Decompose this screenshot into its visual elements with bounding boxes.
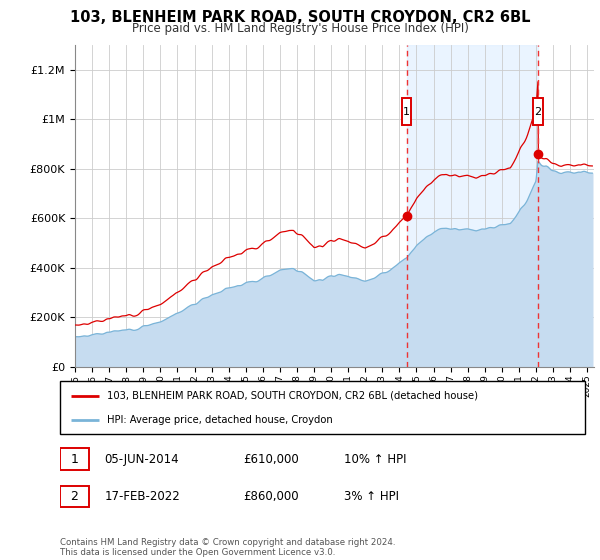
Text: 1: 1	[403, 106, 410, 116]
Text: 2: 2	[535, 106, 542, 116]
Text: £860,000: £860,000	[244, 491, 299, 503]
Text: £610,000: £610,000	[244, 452, 299, 465]
Bar	[60, 449, 89, 470]
Text: 1: 1	[71, 452, 79, 465]
Text: 2: 2	[71, 491, 79, 503]
Bar	[533, 98, 543, 125]
Text: Contains HM Land Registry data © Crown copyright and database right 2024.
This d: Contains HM Land Registry data © Crown c…	[60, 538, 395, 557]
Text: 05-JUN-2014: 05-JUN-2014	[104, 452, 179, 465]
Text: 17-FEB-2022: 17-FEB-2022	[104, 491, 181, 503]
Text: 103, BLENHEIM PARK ROAD, SOUTH CROYDON, CR2 6BL (detached house): 103, BLENHEIM PARK ROAD, SOUTH CROYDON, …	[107, 391, 478, 401]
Text: 103, BLENHEIM PARK ROAD, SOUTH CROYDON, CR2 6BL: 103, BLENHEIM PARK ROAD, SOUTH CROYDON, …	[70, 10, 530, 25]
Text: 3% ↑ HPI: 3% ↑ HPI	[343, 491, 398, 503]
Bar	[402, 98, 412, 125]
Text: Price paid vs. HM Land Registry's House Price Index (HPI): Price paid vs. HM Land Registry's House …	[131, 22, 469, 35]
Text: HPI: Average price, detached house, Croydon: HPI: Average price, detached house, Croy…	[107, 415, 333, 425]
Text: 10% ↑ HPI: 10% ↑ HPI	[343, 452, 406, 465]
Bar	[60, 486, 89, 507]
